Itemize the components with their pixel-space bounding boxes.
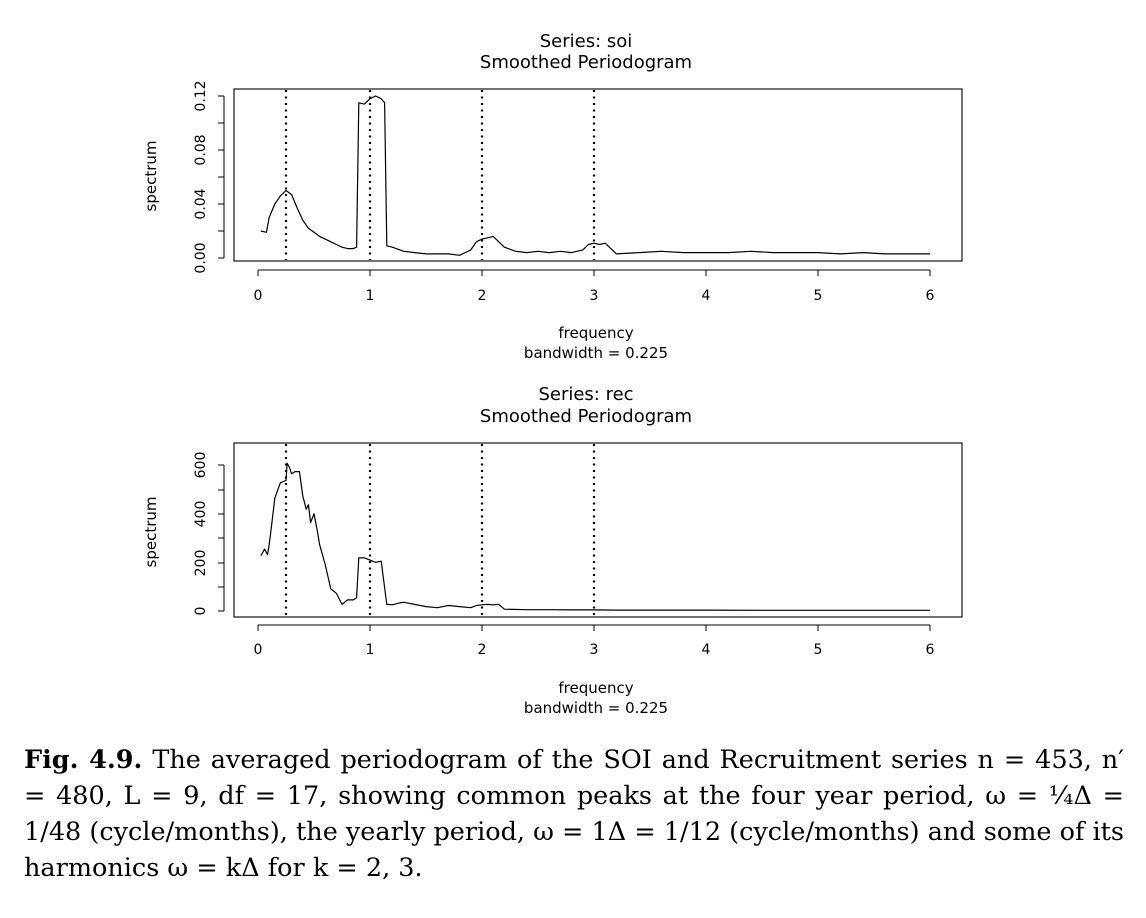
plot-frame: [233, 442, 963, 618]
rec-panel: Series: rec Smoothed Periodogram 0 1 2 3…: [142, 384, 963, 717]
y-tick: 0.12: [193, 80, 224, 112]
y-tick: 0.04: [193, 188, 224, 220]
x-tick-label: 3: [590, 642, 599, 658]
y-tick-label: 0.12: [193, 80, 209, 111]
x-tick: 5: [814, 625, 823, 658]
bandwidth-label: bandwidth = 0.225: [524, 344, 668, 362]
x-tick-label: 1: [366, 642, 375, 658]
x-tick: 6: [926, 625, 935, 658]
y-tick-label: 0: [193, 607, 209, 616]
x-tick-label: 0: [254, 288, 263, 304]
y-tick-label: 0.04: [193, 188, 209, 219]
spectrum-line: [260, 95, 930, 256]
vline-group: [284, 444, 596, 616]
vline-group: [284, 90, 596, 260]
series-group: [260, 462, 930, 611]
y-axis-label: spectrum: [142, 497, 160, 568]
y-tick: 400: [193, 501, 224, 528]
x-tick-label: 4: [702, 288, 711, 304]
x-tick-label: 2: [478, 642, 487, 658]
x-axis: 0 1 2 3 4 5 6: [254, 624, 935, 658]
x-tick: 4: [702, 625, 711, 658]
y-tick: 0: [193, 607, 224, 616]
x-tick: 0: [254, 625, 263, 658]
x-tick-label: 5: [814, 288, 823, 304]
x-tick: 1: [366, 270, 375, 304]
soi-panel: Series: soi Smoothed Periodogram 0 1 2 3…: [142, 31, 963, 362]
y-tick: 0.08: [193, 134, 224, 166]
x-tick: 0: [254, 270, 263, 304]
y-tick-label: 200: [193, 550, 209, 577]
x-axis-label: frequency: [558, 324, 633, 342]
x-tick: 6: [926, 270, 935, 304]
x-tick-label: 6: [926, 288, 935, 304]
caption-label: Fig. 4.9.: [24, 745, 143, 775]
y-axis: 0 200 400 600: [193, 452, 225, 616]
x-tick: 2: [478, 270, 487, 304]
y-axis: 0.00 0.04 0.08 0.12: [193, 80, 225, 274]
caption-text: The averaged periodogram of the SOI and …: [24, 745, 1125, 883]
y-tick: 200: [193, 550, 224, 577]
y-tick-label: 0.00: [193, 242, 209, 273]
x-tick-label: 5: [814, 642, 823, 658]
x-tick: 3: [590, 270, 599, 304]
y-tick-label: 600: [193, 452, 209, 479]
bandwidth-label: bandwidth = 0.225: [524, 699, 668, 717]
x-tick: 3: [590, 625, 599, 658]
series-group: [260, 95, 930, 256]
y-axis-label: spectrum: [142, 141, 160, 212]
y-tick-label: 400: [193, 501, 209, 528]
y-tick-label: 0.08: [193, 134, 209, 165]
x-axis-label: frequency: [558, 679, 633, 697]
spectrum-line: [260, 462, 930, 611]
y-tick: 0.00: [193, 242, 224, 274]
x-tick-label: 0: [254, 642, 263, 658]
y-tick: 600: [193, 452, 224, 479]
chart-title: Series: soi: [540, 31, 633, 52]
plot-frame: [233, 88, 963, 262]
x-tick: 5: [814, 270, 823, 304]
x-tick-label: 4: [702, 642, 711, 658]
chart-subtitle: Smoothed Periodogram: [480, 406, 692, 427]
x-tick-label: 1: [366, 288, 375, 304]
x-tick-label: 3: [590, 288, 599, 304]
x-tick: 4: [702, 270, 711, 304]
x-tick: 2: [478, 625, 487, 658]
x-tick: 1: [366, 625, 375, 658]
x-tick-label: 6: [926, 642, 935, 658]
figure: Series: soi Smoothed Periodogram 0 1 2 3…: [142, 31, 963, 717]
chart-subtitle: Smoothed Periodogram: [480, 52, 692, 73]
chart-title: Series: rec: [538, 384, 633, 405]
figure-caption: Fig. 4.9. The averaged periodogram of th…: [24, 742, 1124, 886]
x-axis: 0 1 2 3 4 5 6: [254, 269, 935, 304]
x-tick-label: 2: [478, 288, 487, 304]
